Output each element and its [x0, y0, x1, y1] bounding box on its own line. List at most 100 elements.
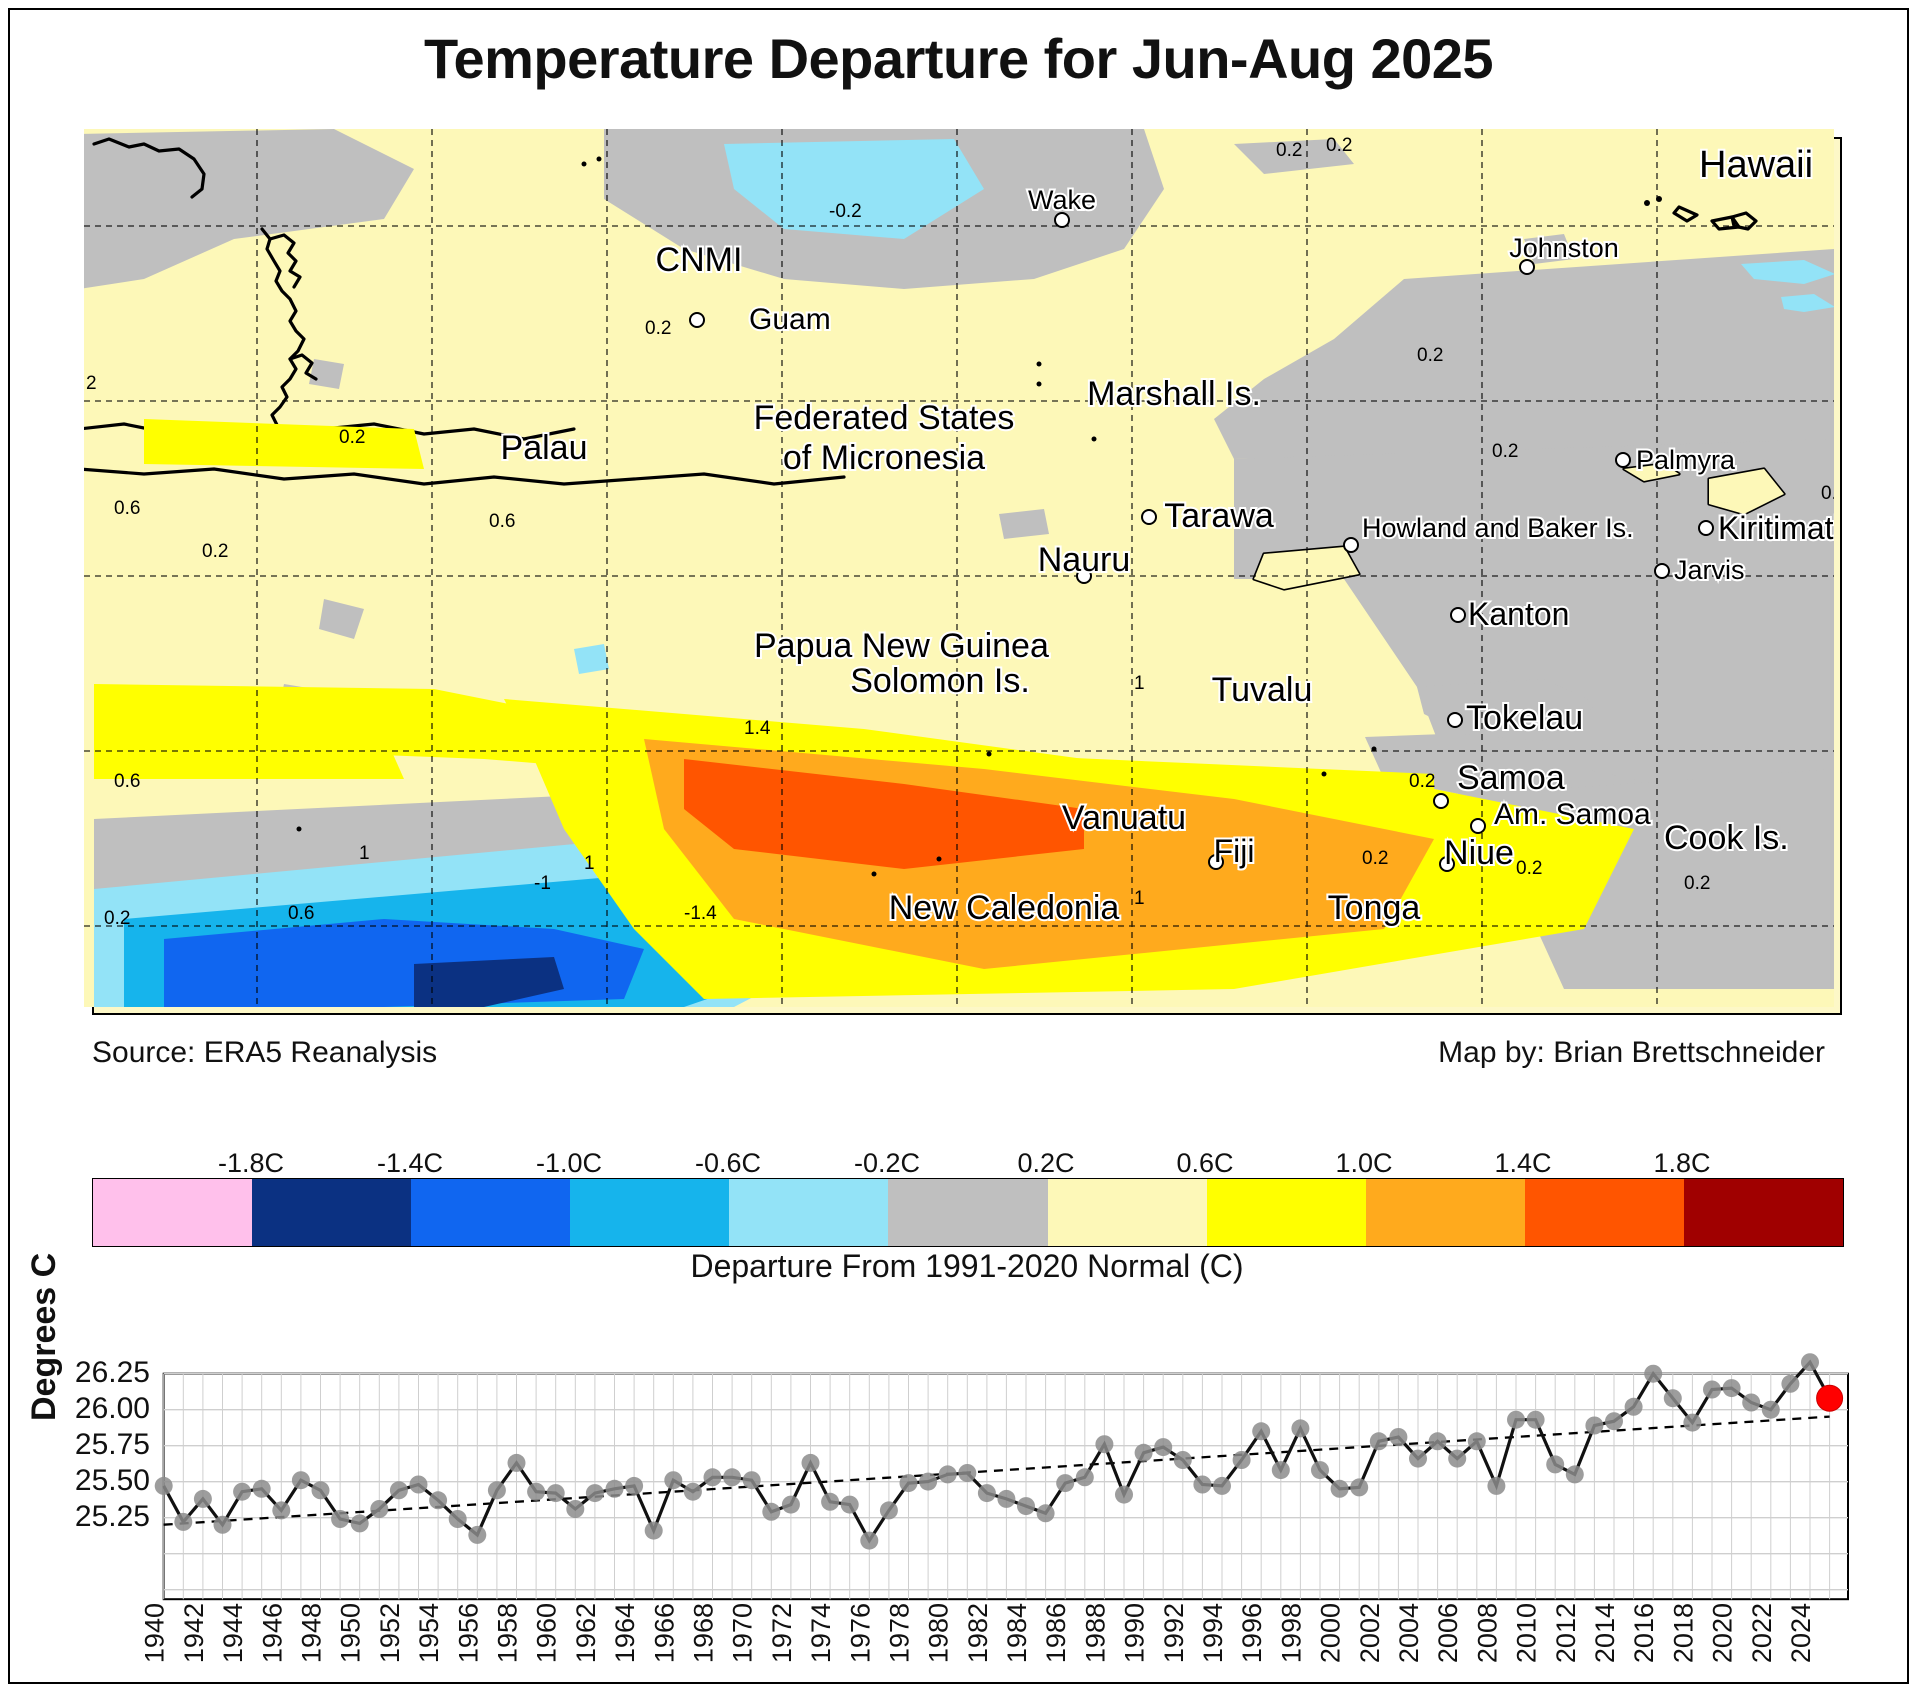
svg-text:1978: 1978: [885, 1603, 915, 1663]
svg-text:0.2: 0.2: [1362, 848, 1388, 869]
svg-text:1948: 1948: [297, 1603, 327, 1663]
svg-text:Hawaii: Hawaii: [1699, 144, 1813, 186]
svg-text:1960: 1960: [532, 1603, 562, 1663]
svg-text:0.2: 0.2: [1492, 441, 1518, 462]
svg-text:1940: 1940: [140, 1603, 170, 1663]
svg-text:2004: 2004: [1394, 1603, 1424, 1663]
svg-text:Fiji: Fiji: [1214, 833, 1255, 869]
svg-text:0.2: 0.2: [1821, 483, 1834, 504]
svg-text:New Caledonia: New Caledonia: [889, 889, 1120, 927]
svg-text:1988: 1988: [1080, 1603, 1110, 1663]
svg-text:Vanuatu: Vanuatu: [1062, 799, 1186, 837]
svg-text:2014: 2014: [1590, 1603, 1620, 1663]
svg-text:2: 2: [86, 373, 97, 394]
svg-text:0.2: 0.2: [1276, 140, 1302, 161]
svg-text:of Micronesia: of Micronesia: [783, 439, 985, 477]
svg-text:0.2: 0.2: [1326, 135, 1352, 156]
svg-text:Tonga: Tonga: [1328, 889, 1421, 927]
svg-text:1982: 1982: [963, 1603, 993, 1663]
svg-text:0.2: 0.2: [645, 318, 671, 339]
svg-text:0.2: 0.2: [339, 427, 365, 448]
svg-text:-1: -1: [534, 873, 551, 894]
svg-text:1976: 1976: [845, 1603, 875, 1663]
svg-text:2022: 2022: [1747, 1603, 1777, 1663]
svg-text:0.2: 0.2: [1409, 771, 1435, 792]
svg-text:1966: 1966: [649, 1603, 679, 1663]
svg-text:1950: 1950: [336, 1603, 366, 1663]
svg-text:2002: 2002: [1355, 1603, 1385, 1663]
svg-text:Tokelau: Tokelau: [1466, 699, 1583, 737]
svg-text:1942: 1942: [179, 1603, 209, 1663]
svg-text:1: 1: [1134, 673, 1145, 694]
svg-text:1954: 1954: [414, 1603, 444, 1663]
svg-text:1: 1: [1134, 888, 1145, 909]
svg-text:Am. Samoa: Am. Samoa: [1494, 798, 1651, 831]
svg-text:Samoa: Samoa: [1457, 759, 1565, 797]
svg-text:1986: 1986: [1041, 1603, 1071, 1663]
svg-text:0.6: 0.6: [114, 771, 140, 792]
svg-text:1.4: 1.4: [744, 718, 771, 739]
svg-text:2020: 2020: [1708, 1603, 1738, 1663]
svg-text:Marshall Is.: Marshall Is.: [1087, 375, 1261, 413]
svg-text:1996: 1996: [1237, 1603, 1267, 1663]
svg-text:1964: 1964: [610, 1603, 640, 1663]
svg-text:CNMI: CNMI: [656, 241, 743, 279]
svg-text:0.2: 0.2: [202, 541, 228, 562]
svg-text:Kiritimati: Kiritimati: [1718, 510, 1834, 546]
svg-text:25.25: 25.25: [75, 1500, 150, 1533]
svg-text:2000: 2000: [1316, 1603, 1346, 1663]
svg-text:Jarvis: Jarvis: [1674, 555, 1745, 585]
svg-text:Papua New Guinea: Papua New Guinea: [754, 627, 1049, 665]
svg-text:25.75: 25.75: [75, 1428, 150, 1461]
svg-text:1956: 1956: [453, 1603, 483, 1663]
svg-text:26.25: 26.25: [75, 1356, 150, 1389]
svg-text:Tuvalu: Tuvalu: [1212, 671, 1313, 709]
svg-text:1994: 1994: [1198, 1603, 1228, 1663]
svg-text:25.50: 25.50: [75, 1464, 150, 1497]
svg-text:1970: 1970: [728, 1603, 758, 1663]
svg-text:1968: 1968: [689, 1603, 719, 1663]
svg-text:-0.2: -0.2: [829, 201, 862, 222]
svg-text:1: 1: [359, 843, 370, 864]
svg-text:1972: 1972: [767, 1603, 797, 1663]
svg-text:Wake: Wake: [1028, 185, 1096, 215]
svg-text:Kanton: Kanton: [1468, 596, 1569, 632]
svg-text:1946: 1946: [257, 1603, 287, 1663]
svg-text:0.6: 0.6: [489, 511, 515, 532]
svg-text:2016: 2016: [1629, 1603, 1659, 1663]
svg-text:0.2: 0.2: [1417, 345, 1443, 366]
svg-text:Guam: Guam: [749, 303, 831, 336]
svg-text:Johnston: Johnston: [1509, 233, 1619, 263]
svg-text:1944: 1944: [218, 1603, 248, 1663]
svg-text:1974: 1974: [806, 1603, 836, 1663]
svg-text:0.6: 0.6: [288, 903, 314, 924]
svg-text:Palau: Palau: [501, 429, 588, 467]
svg-text:1958: 1958: [493, 1603, 523, 1663]
svg-text:Solomon Is.: Solomon Is.: [850, 662, 1030, 700]
svg-text:Tarawa: Tarawa: [1164, 497, 1274, 535]
svg-text:-1.4: -1.4: [684, 903, 717, 924]
svg-text:Niue: Niue: [1444, 834, 1514, 872]
svg-text:2012: 2012: [1551, 1603, 1581, 1663]
svg-text:1984: 1984: [1002, 1603, 1032, 1663]
svg-text:0.2: 0.2: [1684, 873, 1710, 894]
svg-text:2010: 2010: [1512, 1603, 1542, 1663]
svg-text:2008: 2008: [1472, 1603, 1502, 1663]
svg-text:2024: 2024: [1786, 1603, 1816, 1663]
svg-text:Howland and Baker Is.: Howland and Baker Is.: [1362, 513, 1634, 543]
svg-text:1: 1: [584, 853, 595, 874]
svg-text:0.6: 0.6: [114, 498, 140, 519]
svg-text:1980: 1980: [924, 1603, 954, 1663]
svg-text:1952: 1952: [375, 1603, 405, 1663]
svg-text:0.2: 0.2: [1516, 858, 1542, 879]
svg-text:Federated States: Federated States: [754, 399, 1015, 437]
svg-text:26.00: 26.00: [75, 1392, 150, 1425]
svg-text:Cook Is.: Cook Is.: [1664, 819, 1789, 857]
svg-text:1990: 1990: [1120, 1603, 1150, 1663]
svg-text:2018: 2018: [1668, 1603, 1698, 1663]
svg-text:2006: 2006: [1433, 1603, 1463, 1663]
svg-text:0.2: 0.2: [104, 908, 130, 929]
svg-text:Nauru: Nauru: [1038, 541, 1131, 579]
svg-text:1962: 1962: [571, 1603, 601, 1663]
svg-text:1998: 1998: [1276, 1603, 1306, 1663]
